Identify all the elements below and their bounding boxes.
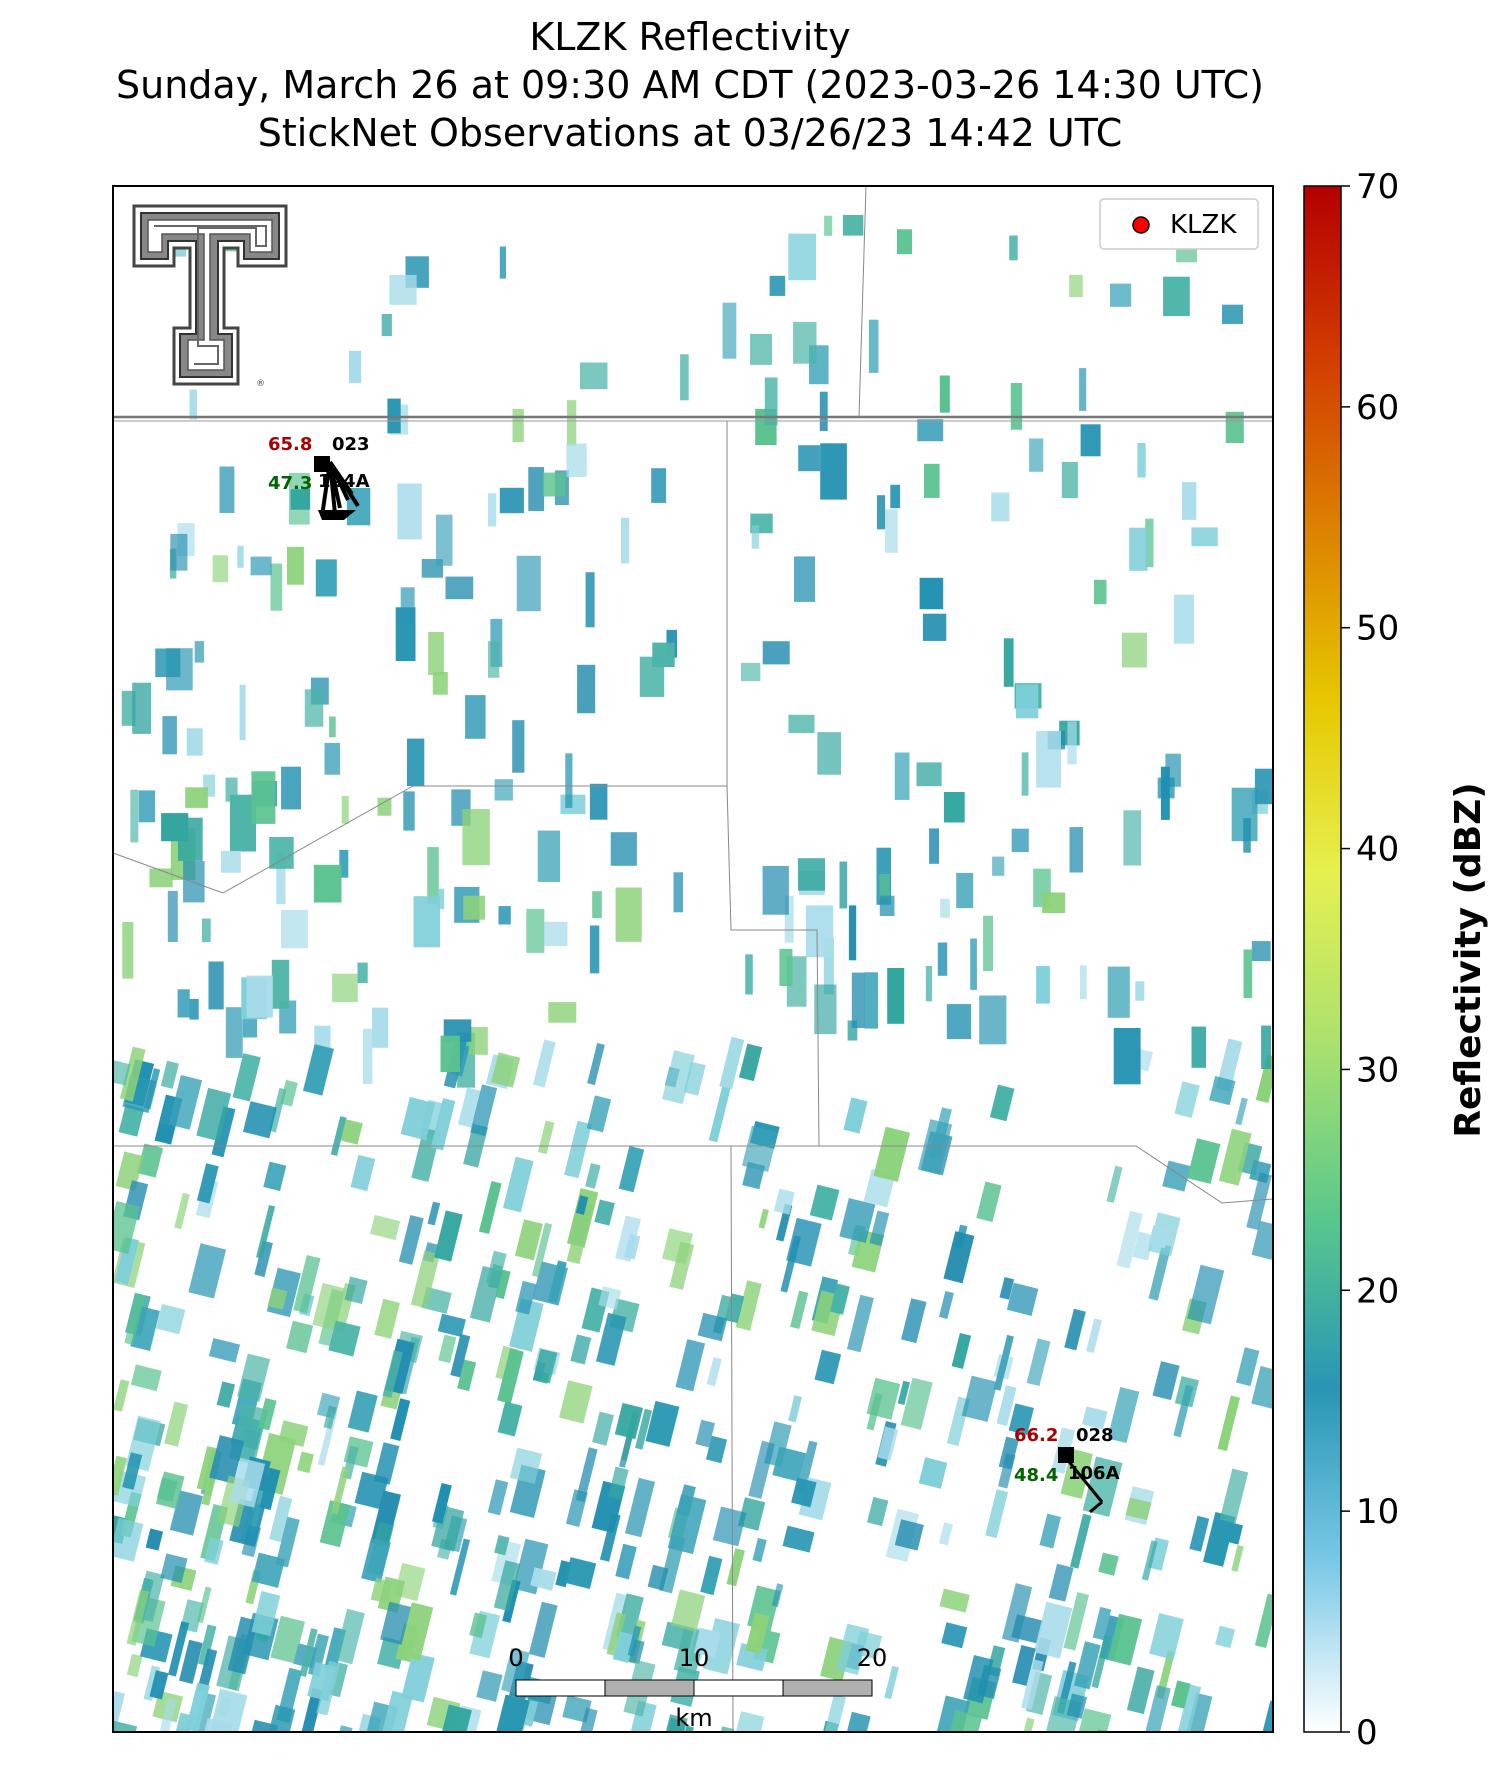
station-temp: 65.8: [268, 434, 312, 455]
station-marker: [314, 456, 330, 472]
map-panel: 0 10 20 km 65.8 023 47.3 124A 66.2 028 4…: [112, 185, 1274, 1733]
colorbar-tick-label: 50: [1356, 609, 1399, 649]
colorbar-tick-label: 30: [1356, 1050, 1399, 1090]
colorbar-tick-label: 0: [1356, 1713, 1378, 1753]
scale-tick-0: 0: [508, 1644, 523, 1672]
station-id: 028: [1076, 1425, 1114, 1446]
title-datetime: Sunday, March 26 at 09:30 AM CDT (2023-0…: [116, 63, 1264, 107]
wind-barb: [1064, 1457, 1104, 1514]
station-id: 023: [332, 434, 370, 455]
colorbar-ticks: 0 10 20 30 40 50 60 70: [1341, 167, 1399, 1753]
title-observations: StickNet Observations at 03/26/23 14:42 …: [257, 111, 1123, 155]
map-frame: [112, 185, 1274, 1733]
county-line-north: [858, 186, 867, 418]
colorbar-tick-label: 20: [1356, 1271, 1399, 1311]
station-probe: 124A: [318, 471, 370, 492]
legend-box: KLZK: [1099, 198, 1259, 250]
county-line-southwest: [730, 1145, 734, 1732]
scale-tick-20: 20: [857, 1644, 888, 1672]
station-028[interactable]: 66.2 028 48.4 106A: [1014, 1425, 1120, 1514]
scale-unit: km: [675, 1704, 712, 1732]
registered-mark: ®: [256, 379, 265, 389]
county-line-south: [113, 1145, 1273, 1204]
scale-bar: 0 10 20 km: [508, 1644, 887, 1732]
colorbar-tick-label: 40: [1356, 830, 1399, 870]
legend-marker: [1132, 216, 1150, 234]
county-boundaries: [113, 186, 1273, 1732]
colorbar-tick-label: 70: [1356, 167, 1399, 207]
station-marker: [1058, 1447, 1074, 1463]
scale-tick-10: 10: [679, 1644, 710, 1672]
station-dewpoint: 48.4: [1014, 1465, 1058, 1486]
wind-barbs-cluster: [320, 460, 360, 517]
texas-tech-double-t-logo: ®: [132, 204, 288, 389]
station-temp: 66.2: [1014, 1425, 1058, 1446]
county-line-west: [113, 421, 728, 894]
station-023[interactable]: 65.8 023 47.3 124A: [268, 434, 370, 520]
colorbar-tick-label: 10: [1356, 1492, 1399, 1532]
colorbar-tick-label: 60: [1356, 388, 1399, 428]
station-dewpoint: 47.3: [268, 473, 312, 494]
colorbar-label: Reflectivity (dBZ): [1448, 782, 1489, 1137]
colorbar-strip: [1303, 185, 1342, 1733]
title-radar: KLZK Reflectivity: [529, 15, 851, 59]
reflectivity-echoes: [113, 215, 1273, 1732]
station-probe: 106A: [1068, 1463, 1120, 1484]
colorbar: 0 10 20 30 40 50 60 70 Reflectivity (dBZ): [1303, 167, 1489, 1753]
county-line-center: [726, 785, 820, 1147]
legend-label: KLZK: [1170, 210, 1237, 240]
